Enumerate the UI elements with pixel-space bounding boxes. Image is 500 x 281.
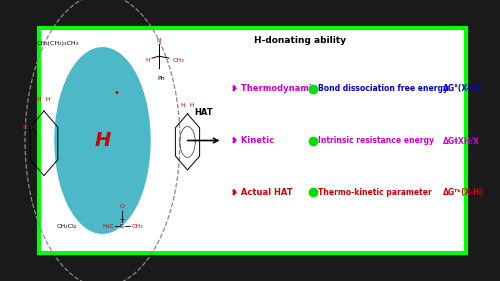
- Text: CH₃: CH₃: [132, 224, 143, 229]
- Text: ❥ Thermodynamic: ❥ Thermodynamic: [231, 84, 317, 93]
- Text: H: H: [94, 131, 110, 150]
- Text: H: H: [146, 58, 150, 63]
- Text: H  H: H H: [37, 97, 51, 102]
- Text: CH₃(CH₂)₃CH₃: CH₃(CH₂)₃CH₃: [36, 41, 78, 46]
- Text: S: S: [120, 224, 124, 229]
- Text: Ph: Ph: [157, 76, 165, 81]
- Text: Thermo-kinetic parameter: Thermo-kinetic parameter: [318, 188, 432, 197]
- Text: ❥ Kinetic: ❥ Kinetic: [231, 136, 274, 145]
- Text: H  H: H H: [23, 125, 35, 130]
- Text: ❥ Actual HAT: ❥ Actual HAT: [231, 188, 292, 197]
- Text: H: H: [156, 38, 162, 43]
- Text: H-donating ability: H-donating ability: [254, 36, 346, 45]
- Text: CH₂Cl₂: CH₂Cl₂: [56, 224, 76, 229]
- Text: •: •: [114, 88, 119, 98]
- Text: H₃C: H₃C: [102, 224, 114, 229]
- Text: H  H: H H: [181, 103, 194, 108]
- Text: Bond dissociation free energy: Bond dissociation free energy: [318, 84, 448, 93]
- Ellipse shape: [55, 48, 150, 233]
- Text: ΔGᵀᵏ(X-H): ΔGᵀᵏ(X-H): [442, 188, 484, 197]
- Text: CH₃: CH₃: [172, 58, 184, 63]
- Text: ΔG‡XH/X: ΔG‡XH/X: [442, 136, 480, 145]
- Text: HAT: HAT: [194, 108, 213, 117]
- Text: ΔG°(X-H): ΔG°(X-H): [442, 84, 480, 93]
- Text: Intrinsic resistance energy: Intrinsic resistance energy: [318, 136, 434, 145]
- Text: O: O: [120, 204, 124, 209]
- FancyBboxPatch shape: [39, 28, 467, 253]
